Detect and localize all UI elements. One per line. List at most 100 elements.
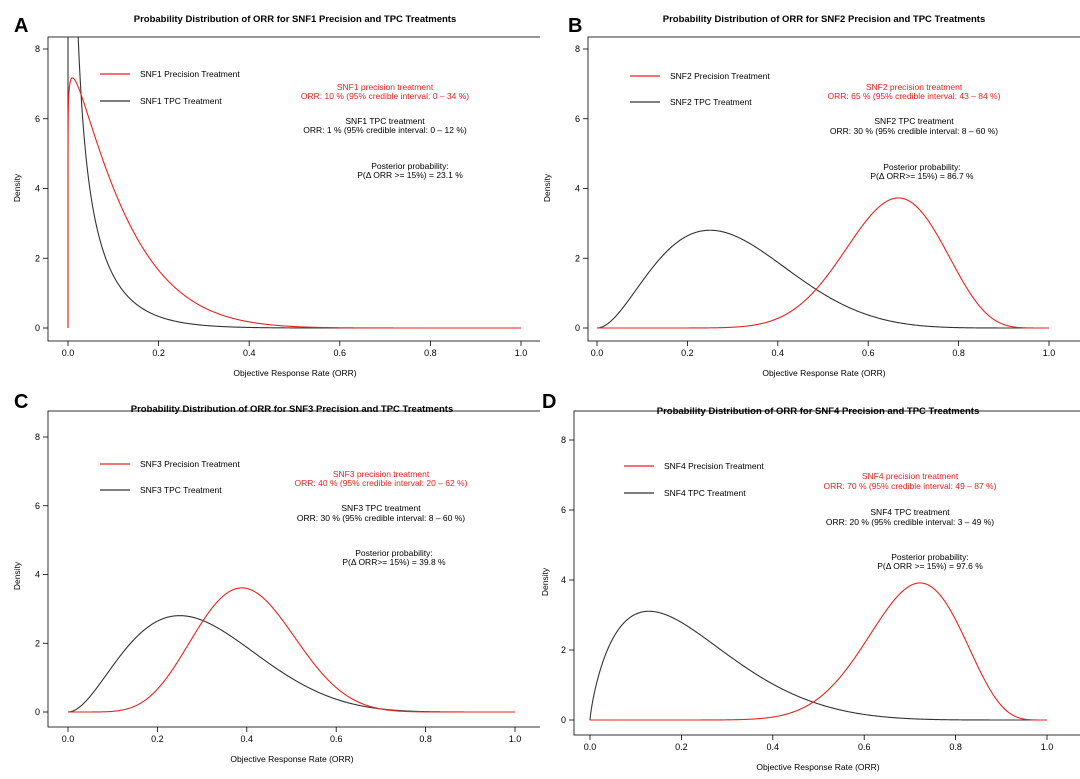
annotation-tpc-title: SNF2 TPC treatment [874,116,954,126]
x-tick-label: 0.2 [681,348,694,358]
x-tick-label: 0.0 [62,348,75,358]
y-tick-label: 2 [35,638,40,648]
y-tick-label: 6 [35,114,40,124]
x-tick-label: 0.6 [330,734,343,744]
panel-label: B [568,15,582,37]
y-tick-label: 4 [561,575,566,585]
precision-curve [597,197,1049,329]
chart-title: Probability Distribution of ORR for SNF4… [657,406,980,417]
legend-precision: SNF3 Precision Treatment [140,459,240,469]
y-axis-label: Density [540,567,550,596]
chart-title: Probability Distribution of ORR for SNF1… [134,14,457,25]
annotation-precision-value: ORR: 40 % (95% credible interval: 20 – 6… [295,478,468,488]
y-tick-label: 6 [561,505,566,515]
y-tick-label: 6 [35,501,40,511]
annotation-precision-title: SNF1 precision treatment [337,82,434,92]
annotation-precision-title: SNF2 precision treatment [866,82,963,92]
annotation-posterior-value: P(Δ ORR >= 15%) = 23.1 % [357,170,463,180]
annotation-tpc-title: SNF1 TPC treatment [345,116,425,126]
precision-curve [67,77,521,329]
y-tick-label: 4 [35,570,40,580]
x-tick-label: 0.0 [62,734,75,744]
chart-title: Probability Distribution of ORR for SNF3… [131,404,454,415]
x-tick-label: 0.2 [675,742,688,752]
y-tick-label: 4 [575,184,580,194]
annotation-tpc-value: ORR: 30 % (95% credible interval: 8 – 60… [830,126,998,136]
plot-area: 0.0 0.2 0.4 0.6 0.8 1.0 0 2 4 6 8 [35,410,540,744]
panel-label: A [14,15,28,37]
x-tick-label: 0.6 [334,348,347,358]
x-tick-label: 0.4 [243,348,256,358]
legend-tpc: SNF1 TPC Treatment [140,96,222,106]
x-tick-label: 0.8 [949,742,962,752]
annotation-tpc-value: ORR: 30 % (95% credible interval: 8 – 60… [297,513,465,523]
x-axis-label: Objective Response Rate (ORR) [762,368,885,378]
x-tick-label: 0.2 [151,734,164,744]
y-axis-label: Density [542,173,552,202]
precision-curve [590,582,1047,721]
x-tick-label: 1.0 [1041,742,1054,752]
y-tick-label: 8 [561,435,566,445]
precision-curve [68,587,515,713]
panel-label: C [14,391,28,413]
plot-frame [47,410,540,728]
x-tick-label: 1.0 [515,348,528,358]
annotation-precision-value: ORR: 65 % (95% credible interval: 43 – 8… [828,91,1001,101]
x-tick-label: 0.2 [152,348,165,358]
annotation-posterior-title: Posterior probability: [371,161,448,171]
x-tick-label: 0.6 [858,742,871,752]
tpc-curve [67,37,521,329]
panel-c: C Probability Distribution of ORR for SN… [12,391,540,764]
y-tick-label: 0 [561,715,566,725]
y-axis-label: Density [12,173,22,202]
x-tick-label: 0.8 [424,348,437,358]
plot-area: 0.0 0.2 0.4 0.6 0.8 1.0 0 2 4 6 8 [561,410,1080,752]
y-tick-label: 4 [35,184,40,194]
tpc-curve [589,610,1047,721]
y-axis-label: Density [12,561,22,590]
y-tick-label: 0 [35,323,40,333]
annotation-precision-value: ORR: 10 % (95% credible interval: 0 – 34… [301,91,469,101]
legend-tpc: SNF4 TPC Treatment [664,488,746,498]
x-tick-label: 0.6 [862,348,875,358]
y-tick-label: 2 [575,253,580,263]
annotation-precision-value: ORR: 70 % (95% credible interval: 49 – 8… [824,481,997,491]
annotation-tpc-value: ORR: 20 % (95% credible interval: 3 – 49… [826,517,994,527]
tpc-curve [68,615,515,713]
chart-title: Probability Distribution of ORR for SNF2… [663,14,986,25]
y-tick-label: 8 [35,44,40,54]
annotation-precision-title: SNF3 precision treatment [333,469,430,479]
annotation-posterior-title: Posterior probability: [891,552,968,562]
plot-area: 0.0 0.2 0.4 0.6 0.8 1.0 0 2 4 6 8 [575,36,1080,358]
legend-tpc: SNF3 TPC Treatment [140,485,222,495]
y-tick-label: 8 [35,432,40,442]
x-axis-label: Objective Response Rate (ORR) [230,754,353,764]
legend-tpc: SNF2 TPC Treatment [670,97,752,107]
x-tick-label: 0.0 [584,742,597,752]
plot-frame [587,36,1080,342]
legend-precision: SNF1 Precision Treatment [140,69,240,79]
y-tick-label: 2 [561,645,566,655]
legend-precision: SNF2 Precision Treatment [670,71,770,81]
annotation-posterior-title: Posterior probability: [883,162,960,172]
annotation-posterior-title: Posterior probability: [355,548,432,558]
plot-frame [47,36,540,342]
x-tick-label: 1.0 [1043,348,1056,358]
annotation-tpc-title: SNF3 TPC treatment [341,503,421,513]
x-axis-label: Objective Response Rate (ORR) [756,762,879,772]
annotation-posterior-value: P(Δ ORR>= 15%) = 39.8 % [342,557,446,567]
x-tick-label: 0.4 [767,742,780,752]
legend-precision: SNF4 Precision Treatment [664,461,764,471]
plot-frame [573,410,1080,736]
x-tick-label: 0.8 [952,348,965,358]
tpc-curve [597,229,1049,329]
x-tick-label: 1.0 [509,734,522,744]
y-tick-label: 8 [575,44,580,54]
panel-b: B Probability Distribution of ORR for SN… [542,14,1080,378]
x-tick-label: 0.8 [419,734,432,744]
y-tick-label: 0 [35,707,40,717]
x-tick-label: 0.4 [772,348,785,358]
y-tick-label: 6 [575,114,580,124]
annotation-posterior-value: P(Δ ORR>= 15%) = 86.7 % [870,171,974,181]
panel-d: D Probability Distribution of ORR for SN… [540,391,1080,772]
